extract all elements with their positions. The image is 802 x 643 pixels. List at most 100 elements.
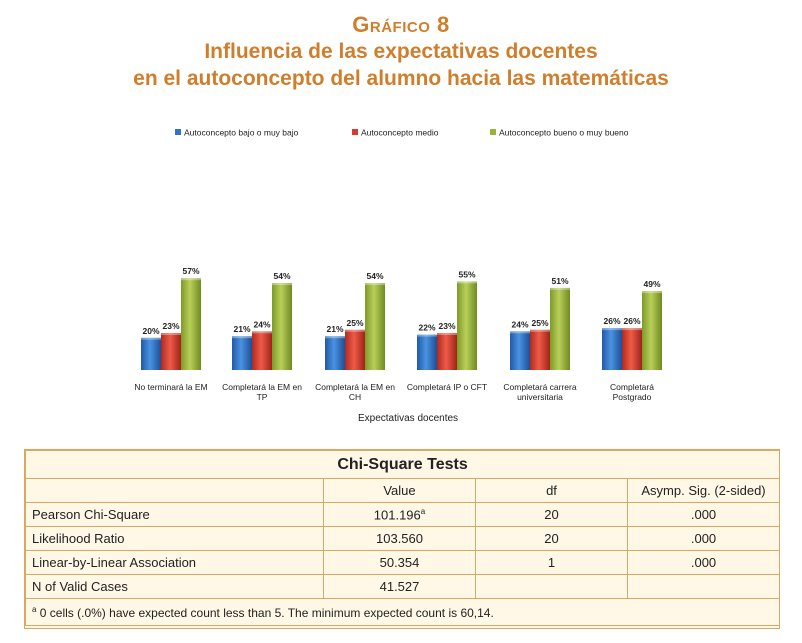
- chart-legend: Autoconcepto bajo o muy bajo Autoconcepto…: [175, 128, 629, 138]
- category-label: Completará la EM en: [315, 382, 395, 392]
- legend-swatch: [175, 129, 181, 135]
- data-label: 54%: [366, 271, 383, 281]
- bar-top-highlight: [345, 329, 365, 332]
- bars-group: [141, 278, 662, 370]
- legend-label: Autoconcepto medio: [361, 128, 439, 138]
- data-label: 23%: [162, 321, 179, 331]
- bar-top-highlight: [232, 336, 252, 339]
- bar: [345, 329, 365, 370]
- row-value: 101.196a: [323, 502, 476, 527]
- chart-number-title: Gráfico 8: [352, 12, 450, 37]
- bar: [272, 283, 292, 370]
- data-label: 26%: [623, 316, 640, 326]
- row-df: 1: [475, 550, 628, 575]
- bar: [232, 336, 252, 370]
- data-label: 26%: [603, 316, 620, 326]
- table-row: Pearson Chi-Square 101.196a 20 .000: [25, 502, 781, 527]
- table-row: Likelihood Ratio 103.560 20 .000: [25, 526, 781, 551]
- bar: [642, 291, 662, 370]
- bar-top-highlight: [530, 329, 550, 332]
- category-label: No terminará la EM: [134, 382, 207, 392]
- data-label: 55%: [458, 269, 475, 279]
- category-label: Completará IP o CFT: [407, 382, 487, 392]
- legend-swatch: [490, 129, 496, 135]
- row-sig: [626, 574, 781, 599]
- row-df: [475, 574, 628, 599]
- header-sig: Asymp. Sig. (2-sided): [626, 478, 781, 503]
- category-label: Postgrado: [613, 392, 652, 402]
- chi-square-table: Chi-Square Tests Value df Asymp. Sig. (2…: [24, 450, 781, 626]
- bar-top-highlight: [622, 328, 642, 331]
- bar: [252, 331, 272, 370]
- bar: [530, 329, 550, 370]
- row-value: 41.527: [323, 574, 476, 599]
- chart-title-line-2: en el autoconcepto del alumno hacia las …: [133, 67, 669, 90]
- bar-top-highlight: [325, 336, 345, 339]
- bar-top-highlight: [602, 328, 622, 331]
- bar: [602, 328, 622, 370]
- bar: [510, 331, 530, 370]
- row-label: N of Valid Cases: [25, 574, 324, 599]
- legend-swatch: [352, 129, 358, 135]
- header-value: Value: [323, 478, 476, 503]
- row-sig: .000: [626, 502, 781, 527]
- bar: [622, 328, 642, 370]
- legend-label: Autoconcepto bajo o muy bajo: [184, 128, 299, 138]
- bar: [141, 337, 161, 370]
- category-labels-group: No terminará la EM Completará la EM enTPC…: [134, 382, 654, 402]
- table-footnote: a 0 cells (.0%) have expected count less…: [24, 598, 781, 626]
- table-header-row: Value df Asymp. Sig. (2-sided): [25, 478, 781, 503]
- data-label: 54%: [273, 271, 290, 281]
- data-label: 25%: [531, 318, 548, 328]
- header-empty: [25, 478, 324, 503]
- bar-top-highlight: [181, 278, 201, 281]
- table-row: Linear-by-Linear Association 50.354 1 .0…: [25, 550, 781, 575]
- data-label: 22%: [418, 323, 435, 333]
- row-df: 20: [475, 526, 628, 551]
- bar: [365, 283, 385, 370]
- x-axis-label: Expectativas docentes: [358, 413, 458, 424]
- bar: [417, 334, 437, 370]
- data-label: 21%: [233, 324, 250, 334]
- table-row: N of Valid Cases 41.527: [25, 574, 781, 599]
- data-label: 24%: [253, 319, 270, 329]
- category-label: Completará la EM en: [222, 382, 302, 392]
- bar-top-highlight: [457, 281, 477, 284]
- bar-top-highlight: [417, 334, 437, 337]
- data-label: 23%: [438, 321, 455, 331]
- row-value: 50.354: [323, 550, 476, 575]
- data-label: 20%: [142, 326, 159, 336]
- title-block: Gráfico 8 Influencia de las expectativas…: [0, 12, 802, 92]
- row-value-number: 101.196: [373, 507, 421, 523]
- data-label: 24%: [511, 319, 528, 329]
- bar-top-highlight: [510, 331, 530, 334]
- bar-top-highlight: [365, 283, 385, 286]
- data-label: 21%: [326, 324, 343, 334]
- bar: [181, 278, 201, 370]
- category-label: Completará carrera: [503, 382, 576, 392]
- bar: [161, 332, 181, 370]
- bar: [457, 281, 477, 370]
- bar-top-highlight: [252, 331, 272, 334]
- chart-title-line-1: Influencia de las expectativas docentes: [204, 40, 598, 63]
- row-label: Pearson Chi-Square: [25, 502, 324, 527]
- row-value-superscript: a: [420, 506, 426, 516]
- data-label: 25%: [346, 318, 363, 328]
- row-label: Linear-by-Linear Association: [25, 550, 324, 575]
- bar-top-highlight: [272, 283, 292, 286]
- bar-top-highlight: [642, 291, 662, 294]
- header-df: df: [475, 478, 628, 503]
- row-df: 20: [475, 502, 628, 527]
- footnote-mark: a: [32, 604, 37, 614]
- bar-top-highlight: [550, 287, 570, 290]
- data-label: 49%: [643, 279, 660, 289]
- chi-square-table-panel: Chi-Square Tests Value df Asymp. Sig. (2…: [24, 449, 781, 629]
- category-label: CH: [349, 392, 361, 402]
- value-labels-group: 20% 23%57%21% 24%54%21%25%54%22% 23%55%24% 2…: [142, 266, 660, 336]
- row-sig: .000: [626, 526, 781, 551]
- category-label: universitaria: [517, 392, 563, 402]
- bar-top-highlight: [161, 332, 181, 335]
- bar-top-highlight: [141, 337, 161, 340]
- row-value: 103.560: [323, 526, 476, 551]
- row-sig: .000: [626, 550, 781, 575]
